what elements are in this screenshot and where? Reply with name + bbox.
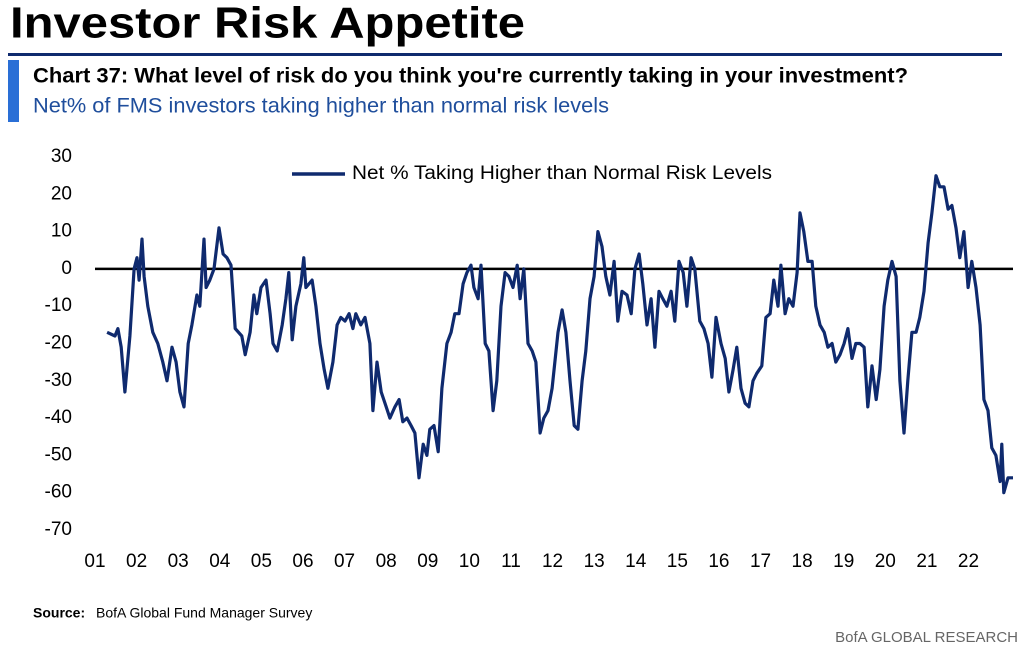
accent-bar [8, 60, 19, 122]
y-tick-label: -30 [45, 370, 72, 391]
x-tick-label: 04 [209, 551, 231, 572]
x-tick-label: 02 [126, 551, 147, 572]
y-tick-label: 0 [61, 258, 72, 279]
x-tick-label: 12 [542, 551, 563, 572]
chart-title: Investor Risk Appetite [10, 0, 525, 48]
y-tick-label: -60 [45, 482, 72, 503]
x-tick-label: 17 [750, 551, 771, 572]
x-tick-label: 03 [168, 551, 189, 572]
footer: BofA GLOBAL RESEARCH [835, 629, 1018, 646]
y-tick-label: 30 [51, 146, 72, 167]
x-tick-label: 10 [459, 551, 480, 572]
chart-subtitle: Chart 37: What level of risk do you thin… [33, 65, 908, 88]
x-tick-label: 15 [667, 551, 688, 572]
x-tick-label: 21 [916, 551, 937, 572]
x-tick-label: 16 [708, 551, 729, 572]
y-tick-label: 10 [51, 221, 72, 242]
source: BofA Global Fund Manager Survey [96, 605, 312, 621]
source-label: Source: [33, 605, 85, 621]
x-tick-label: 05 [251, 551, 272, 572]
x-tick-label: 22 [958, 551, 979, 572]
y-tick-label: -40 [45, 407, 72, 428]
y-tick-label: -20 [45, 333, 72, 354]
x-tick-label: 09 [417, 551, 438, 572]
x-tick-label: 11 [501, 551, 521, 572]
legend-label: Net % Taking Higher than Normal Risk Lev… [352, 163, 772, 184]
data-line [106, 174, 1013, 495]
x-tick-label: 08 [376, 551, 397, 572]
y-tick-label: -70 [45, 519, 72, 540]
x-tick-label: 19 [833, 551, 854, 572]
x-tick-label: 07 [334, 551, 355, 572]
title-rule [8, 53, 1002, 56]
x-tick-label: 18 [792, 551, 813, 572]
chart-description: Net% of FMS investors taking higher than… [33, 95, 609, 118]
x-tick-label: 06 [292, 551, 313, 572]
x-tick-label: 01 [84, 551, 105, 572]
x-tick-label: 20 [875, 551, 896, 572]
y-tick-label: 20 [51, 183, 72, 204]
y-tick-label: -10 [45, 295, 72, 316]
x-tick-label: 13 [584, 551, 605, 572]
y-tick-label: -50 [45, 444, 72, 465]
x-tick-label: 14 [625, 551, 647, 572]
